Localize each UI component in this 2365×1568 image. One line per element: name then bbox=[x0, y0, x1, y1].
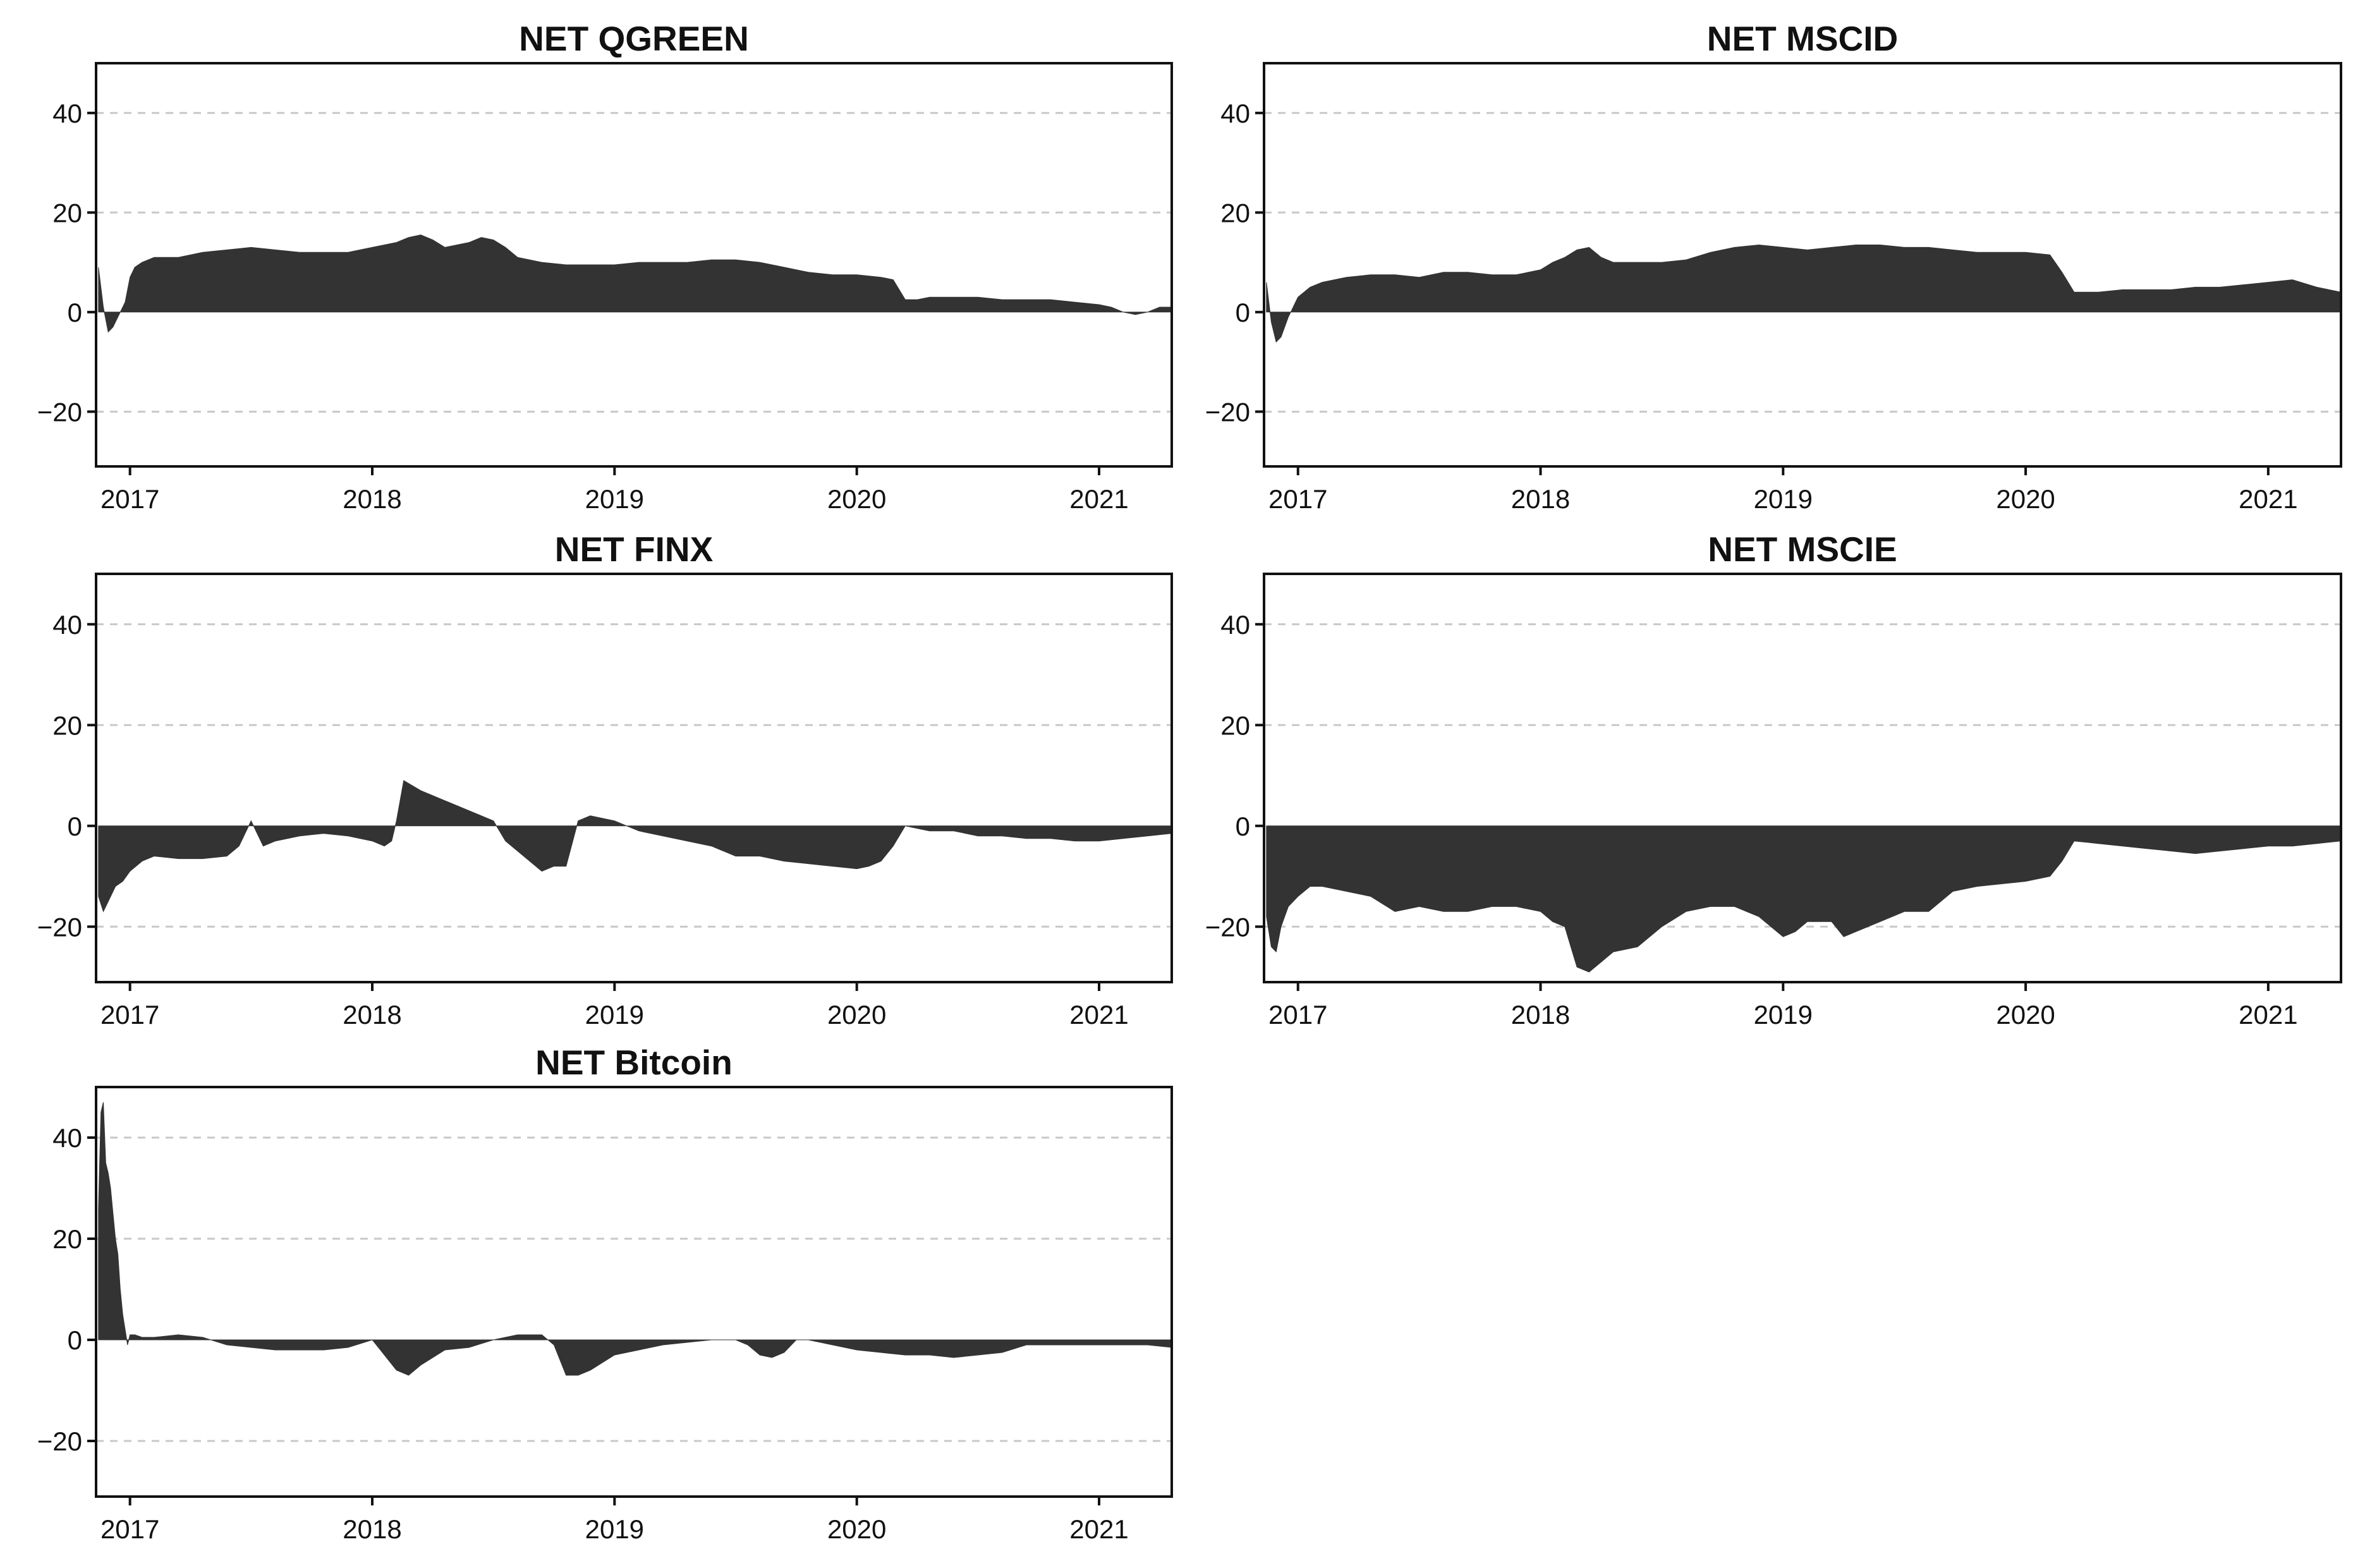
series-area-1 bbox=[1266, 825, 2342, 973]
chart-title: NET Bitcoin bbox=[535, 1043, 733, 1082]
x-tick-label: 2020 bbox=[827, 1000, 886, 1030]
chart-panel-2: NET MSCID 40 20 0 −20 2017 2018 2019 2020 2021 bbox=[1205, 19, 2342, 514]
x-tick-label: 2021 bbox=[1069, 1000, 1128, 1030]
y-tick-label: −20 bbox=[1205, 912, 1250, 942]
x-tick-label: 2018 bbox=[1511, 484, 1570, 514]
x-tick-label: 2018 bbox=[343, 1514, 401, 1544]
y-tick-label: 40 bbox=[52, 1123, 82, 1153]
chart-title: NET QGREEN bbox=[519, 19, 749, 58]
chart-panel-4: NET MSCIE 40 20 0 −20 2017 2018 2019 2020 2021 bbox=[1205, 530, 2342, 1030]
x-tick-label: 2017 bbox=[100, 1000, 159, 1030]
x-tick-label: 2019 bbox=[585, 484, 644, 514]
y-tick-label: −20 bbox=[37, 912, 82, 942]
x-tick-label: 2021 bbox=[1069, 484, 1128, 514]
chart-title: NET MSCID bbox=[1707, 19, 1899, 58]
x-tick-label: 2020 bbox=[1996, 1000, 2055, 1030]
y-tick-label: −20 bbox=[37, 1426, 82, 1456]
chart-panel-3: NET FINX 40 20 0 −20 2017 2018 2019 2020 2021 bbox=[37, 530, 1173, 1030]
x-tick-label: 2019 bbox=[1754, 1000, 1813, 1030]
plot-frame bbox=[95, 1086, 1173, 1498]
x-tick-label: 2019 bbox=[585, 1000, 644, 1030]
y-tick-label: 0 bbox=[68, 298, 82, 327]
x-tick-label: 2021 bbox=[2239, 484, 2297, 514]
y-tick-label: 0 bbox=[1236, 811, 1250, 841]
plot-frame bbox=[95, 573, 1173, 983]
y-tick-label: 0 bbox=[68, 1325, 82, 1355]
y-tick-label: 20 bbox=[1220, 710, 1250, 740]
y-tick-label: 40 bbox=[1220, 99, 1250, 128]
series-area-1 bbox=[98, 780, 1172, 913]
y-tick-label: 40 bbox=[52, 610, 82, 640]
x-tick-label: 2017 bbox=[1268, 1000, 1327, 1030]
x-tick-label: 2020 bbox=[827, 1514, 886, 1544]
x-tick-label: 2018 bbox=[343, 484, 401, 514]
y-tick-label: −20 bbox=[37, 397, 82, 427]
x-tick-label: 2018 bbox=[343, 1000, 401, 1030]
x-tick-label: 2021 bbox=[1069, 1514, 1128, 1544]
x-tick-label: 2019 bbox=[1754, 484, 1813, 514]
y-tick-label: 20 bbox=[1220, 198, 1250, 228]
y-tick-label: 40 bbox=[1220, 610, 1250, 640]
x-tick-label: 2019 bbox=[585, 1514, 644, 1544]
y-tick-label: 40 bbox=[52, 99, 82, 128]
x-tick-label: 2017 bbox=[100, 1514, 159, 1544]
x-tick-label: 2020 bbox=[827, 484, 886, 514]
chart-panel-5: NET Bitcoin 40 20 0 −20 2017 2018 2019 2020 2021 bbox=[37, 1043, 1173, 1544]
series-area-1 bbox=[1266, 244, 2342, 343]
x-tick-label: 2020 bbox=[1996, 484, 2055, 514]
y-tick-label: −20 bbox=[1205, 397, 1250, 427]
y-tick-label: 0 bbox=[68, 811, 82, 841]
x-tick-label: 2018 bbox=[1511, 1000, 1570, 1030]
x-tick-label: 2017 bbox=[100, 484, 159, 514]
y-tick-label: 20 bbox=[52, 1224, 82, 1254]
series-area-1 bbox=[98, 234, 1172, 333]
y-tick-label: 20 bbox=[52, 710, 82, 740]
y-tick-label: 20 bbox=[52, 198, 82, 228]
x-tick-label: 2021 bbox=[2239, 1000, 2297, 1030]
x-tick-label: 2017 bbox=[1268, 484, 1327, 514]
series-area-1 bbox=[98, 1102, 1172, 1376]
plot-frame bbox=[95, 62, 1173, 468]
plot-frame bbox=[1263, 573, 2342, 983]
chart-title: NET MSCIE bbox=[1708, 530, 1897, 569]
chart-title: NET FINX bbox=[555, 530, 714, 569]
plot-frame bbox=[1263, 62, 2342, 468]
chart-panel-1: NET QGREEN 40 20 0 −20 2017 2018 2019 2020 2021 bbox=[37, 19, 1173, 514]
y-tick-label: 0 bbox=[1236, 298, 1250, 327]
